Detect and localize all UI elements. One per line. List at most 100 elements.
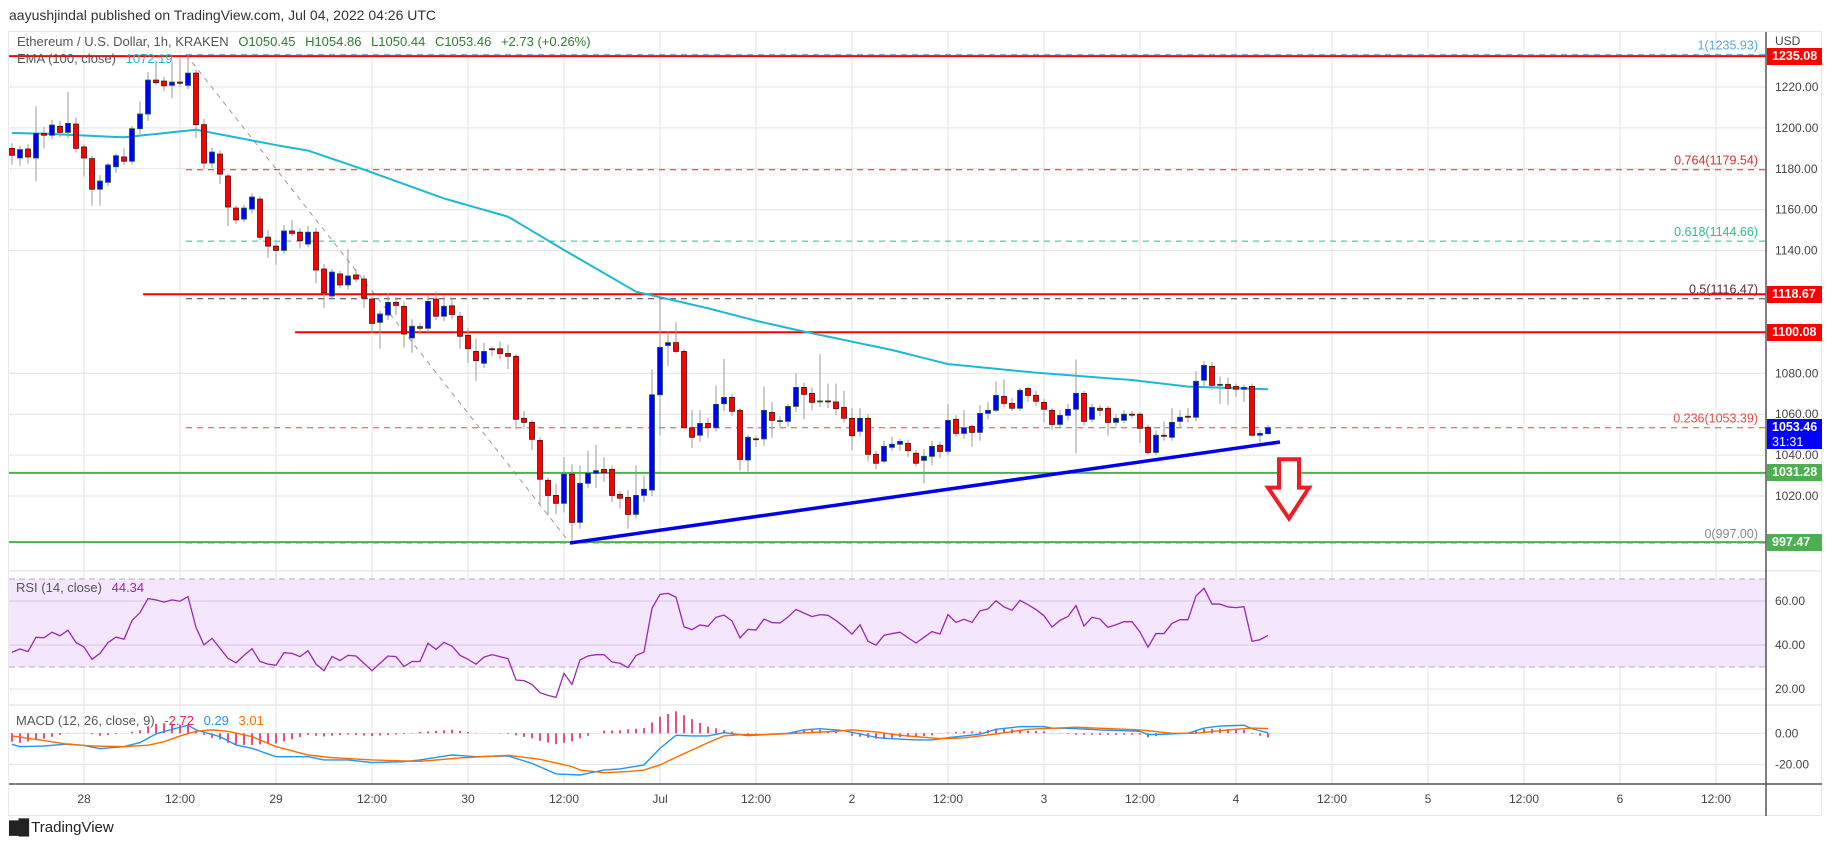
candle-up bbox=[593, 470, 599, 474]
candle-down bbox=[873, 453, 879, 464]
fib-trend-line bbox=[185, 54, 571, 544]
tradingview-logo-icon: ▇█ bbox=[9, 819, 29, 836]
candle-down bbox=[1049, 409, 1055, 425]
resistance-price-badge: 1100.08 bbox=[1767, 323, 1822, 341]
tradingview-logo[interactable]: ▇█ TradingView bbox=[9, 818, 114, 837]
candle-up bbox=[329, 271, 335, 297]
candle-countdown: 31:31 bbox=[1772, 434, 1804, 449]
fib-level-label: 0.5(1116.47) bbox=[1689, 283, 1758, 297]
ema-value: 1072.19 bbox=[125, 51, 173, 66]
candle-down bbox=[1001, 396, 1007, 404]
macd-legend[interactable]: MACD (12, 26, close, 9) -2.72 0.29 3.01 bbox=[16, 713, 270, 728]
macd-pane bbox=[9, 711, 1766, 776]
price-axis-label: 1040.00 bbox=[1775, 448, 1819, 462]
fib-level-label: 0.764(1179.54) bbox=[1674, 154, 1758, 168]
candle-down bbox=[161, 80, 167, 87]
candle-down bbox=[769, 411, 775, 421]
candle-up bbox=[1017, 389, 1023, 409]
candle-down bbox=[473, 351, 479, 362]
price-axis-label: 1060.00 bbox=[1775, 407, 1819, 421]
candle-down bbox=[257, 198, 263, 238]
candle-down bbox=[497, 348, 503, 355]
rsi-value: 44.34 bbox=[111, 580, 145, 595]
support-price-badge: 997.47 bbox=[1767, 533, 1822, 551]
candle-down bbox=[1145, 426, 1151, 453]
candle-down bbox=[153, 79, 159, 84]
candle-down bbox=[529, 421, 535, 440]
candle-down bbox=[601, 469, 607, 474]
candle-down bbox=[1249, 385, 1255, 436]
ema-label: EMA (100, close) bbox=[17, 51, 116, 66]
candle-up bbox=[345, 275, 351, 286]
candle-down bbox=[393, 301, 399, 306]
candle-down bbox=[1225, 383, 1231, 389]
candle-up bbox=[577, 482, 583, 523]
rsi-line bbox=[11, 587, 1269, 699]
candle-down bbox=[505, 353, 511, 357]
macd-hist-value: -2.72 bbox=[164, 713, 194, 728]
candle-down bbox=[825, 400, 831, 403]
candle-up bbox=[633, 494, 639, 515]
candle-down bbox=[521, 417, 527, 423]
candle-up bbox=[697, 423, 703, 436]
candle-up bbox=[145, 79, 151, 115]
candle-down bbox=[905, 443, 911, 452]
candle-down bbox=[1033, 394, 1039, 402]
down-arrow-icon bbox=[1264, 457, 1313, 523]
time-axis-label: Jul bbox=[652, 792, 667, 806]
candle-down bbox=[1129, 413, 1135, 416]
rsi-label: RSI (14, close) bbox=[16, 580, 102, 595]
candle-up bbox=[921, 455, 927, 461]
badge-price: 1100.08 bbox=[1772, 324, 1817, 339]
candle-down bbox=[465, 334, 471, 350]
candle-down bbox=[1233, 385, 1239, 390]
badge-price: 1031.28 bbox=[1772, 465, 1818, 480]
candle-down bbox=[449, 305, 455, 315]
candle-up bbox=[761, 409, 767, 440]
candle-up bbox=[481, 351, 487, 364]
rsi-pane bbox=[9, 578, 1766, 699]
candle-down bbox=[313, 231, 319, 271]
candle-up bbox=[1193, 380, 1199, 418]
price-axis-label: 1160.00 bbox=[1775, 203, 1818, 217]
ema-legend[interactable]: EMA (100, close) 1072.19 bbox=[17, 51, 179, 66]
candle-down bbox=[201, 124, 207, 164]
ohlc-low: L1050.44 bbox=[371, 34, 426, 49]
macd-line bbox=[11, 724, 1269, 776]
candle-down bbox=[1137, 413, 1143, 429]
symbol-legend: Ethereum / U.S. Dollar, 1h, KRAKEN O1050… bbox=[17, 34, 597, 49]
candle-down bbox=[177, 81, 183, 84]
candle-up bbox=[425, 300, 431, 329]
candle-up bbox=[929, 445, 935, 457]
candle-up bbox=[649, 394, 655, 491]
candle-up bbox=[209, 151, 215, 164]
resistance-price-badge: 1118.67 bbox=[1767, 285, 1822, 303]
candle-down bbox=[289, 230, 295, 234]
macd-label: MACD (12, 26, close, 9) bbox=[16, 713, 155, 728]
candle-down bbox=[25, 148, 31, 158]
candle-up bbox=[721, 397, 727, 405]
time-axis-label: 12:00 bbox=[165, 792, 195, 806]
resistance-price-badge: 1235.08 bbox=[1767, 47, 1822, 65]
candle-down bbox=[193, 72, 199, 126]
candle-down bbox=[297, 231, 303, 241]
candle-down bbox=[617, 493, 623, 499]
candle-up bbox=[377, 313, 383, 323]
candle-down bbox=[953, 418, 959, 434]
time-axis-label: 12:00 bbox=[1701, 792, 1731, 806]
candle-down bbox=[1025, 388, 1031, 396]
rsi-legend[interactable]: RSI (14, close) 44.34 bbox=[16, 580, 150, 595]
candle-down bbox=[553, 494, 559, 504]
price-change: +2.73 (+0.26%) bbox=[500, 34, 591, 49]
candle-up bbox=[185, 72, 191, 86]
candle-down bbox=[729, 397, 735, 412]
candle-down bbox=[9, 147, 15, 156]
candle-up bbox=[241, 207, 247, 220]
candle-up bbox=[249, 196, 255, 210]
candle-down bbox=[361, 278, 367, 299]
candle-up bbox=[1169, 421, 1175, 438]
candle-down bbox=[81, 146, 87, 159]
rsi-band bbox=[9, 579, 1766, 667]
candle-down bbox=[1081, 392, 1087, 422]
